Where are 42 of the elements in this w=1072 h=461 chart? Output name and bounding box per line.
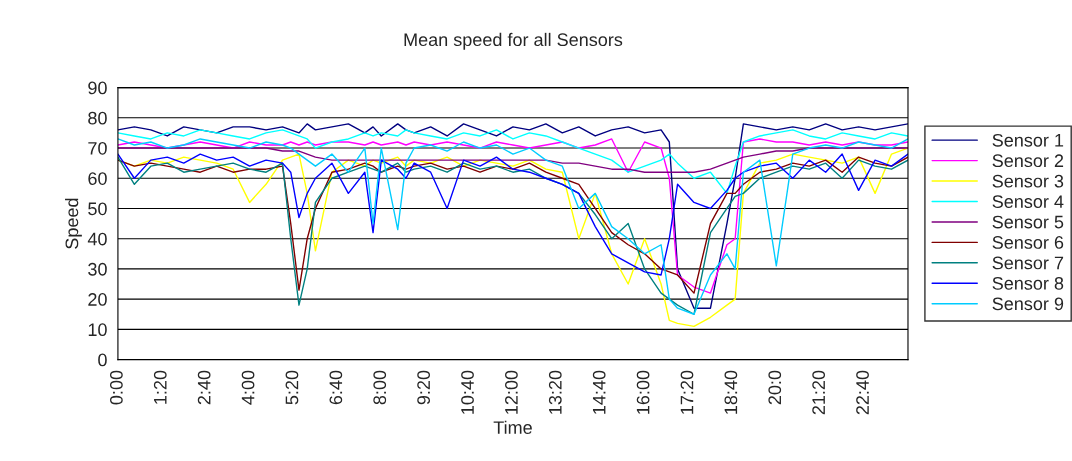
x-tick-label: 20:0 — [768, 370, 782, 405]
y-axis-title: Speed — [65, 198, 82, 249]
legend-label: Sensor 3 — [992, 174, 1064, 188]
legend-label: Sensor 6 — [992, 236, 1064, 249]
line-series — [117, 147, 908, 173]
x-tick-label: 22:40 — [856, 370, 869, 415]
y-tick-label: 80 — [88, 111, 107, 125]
legend-label: Sensor 4 — [992, 195, 1064, 208]
y-tick-label: 90 — [88, 81, 107, 95]
x-axis-title: Time — [493, 420, 532, 434]
x-tick-label: 13:20 — [548, 370, 562, 414]
x-tick-label: 2:40 — [197, 370, 211, 405]
legend-label: Sensor 1 — [992, 133, 1064, 147]
legend-label: Sensor 8 — [992, 276, 1064, 290]
x-tick-label: 6:40 — [329, 370, 343, 405]
legend-label: Sensor 5 — [992, 215, 1064, 229]
y-tick-label: 60 — [88, 172, 107, 185]
x-tick-label: 10:40 — [461, 370, 474, 414]
y-tick-label: 70 — [88, 141, 107, 155]
x-tick-label: 14:40 — [592, 370, 606, 414]
y-tick-label: 20 — [88, 293, 107, 306]
y-tick-label: 40 — [87, 232, 107, 246]
legend-label: Sensor 7 — [992, 256, 1064, 270]
x-tick-label: 0:00 — [109, 370, 123, 405]
x-tick-label: 18:40 — [724, 370, 738, 414]
line-series — [117, 129, 908, 195]
y-tick-label: 50 — [88, 202, 107, 216]
x-tick-label: 21:20 — [812, 370, 826, 415]
legend-label: Sensor 2 — [992, 154, 1064, 168]
legend-label: Sensor 9 — [992, 297, 1064, 311]
x-tick-label: 8:00 — [373, 370, 387, 405]
x-tick-label: 1:20 — [153, 370, 167, 404]
x-tick-label: 17:20 — [680, 370, 694, 414]
x-tick-label: 4:00 — [241, 370, 255, 405]
x-tick-label: 5:20 — [285, 370, 299, 405]
y-tick-label: 10 — [88, 323, 107, 337]
x-tick-label: 16:00 — [636, 370, 650, 414]
chart-title: Mean speed for all Sensors — [404, 32, 623, 50]
y-tick-label: 30 — [88, 262, 107, 276]
x-tick-label: 12:00 — [505, 370, 518, 414]
y-tick-label: 0 — [98, 353, 107, 367]
x-tick-label: 9:20 — [417, 370, 431, 405]
